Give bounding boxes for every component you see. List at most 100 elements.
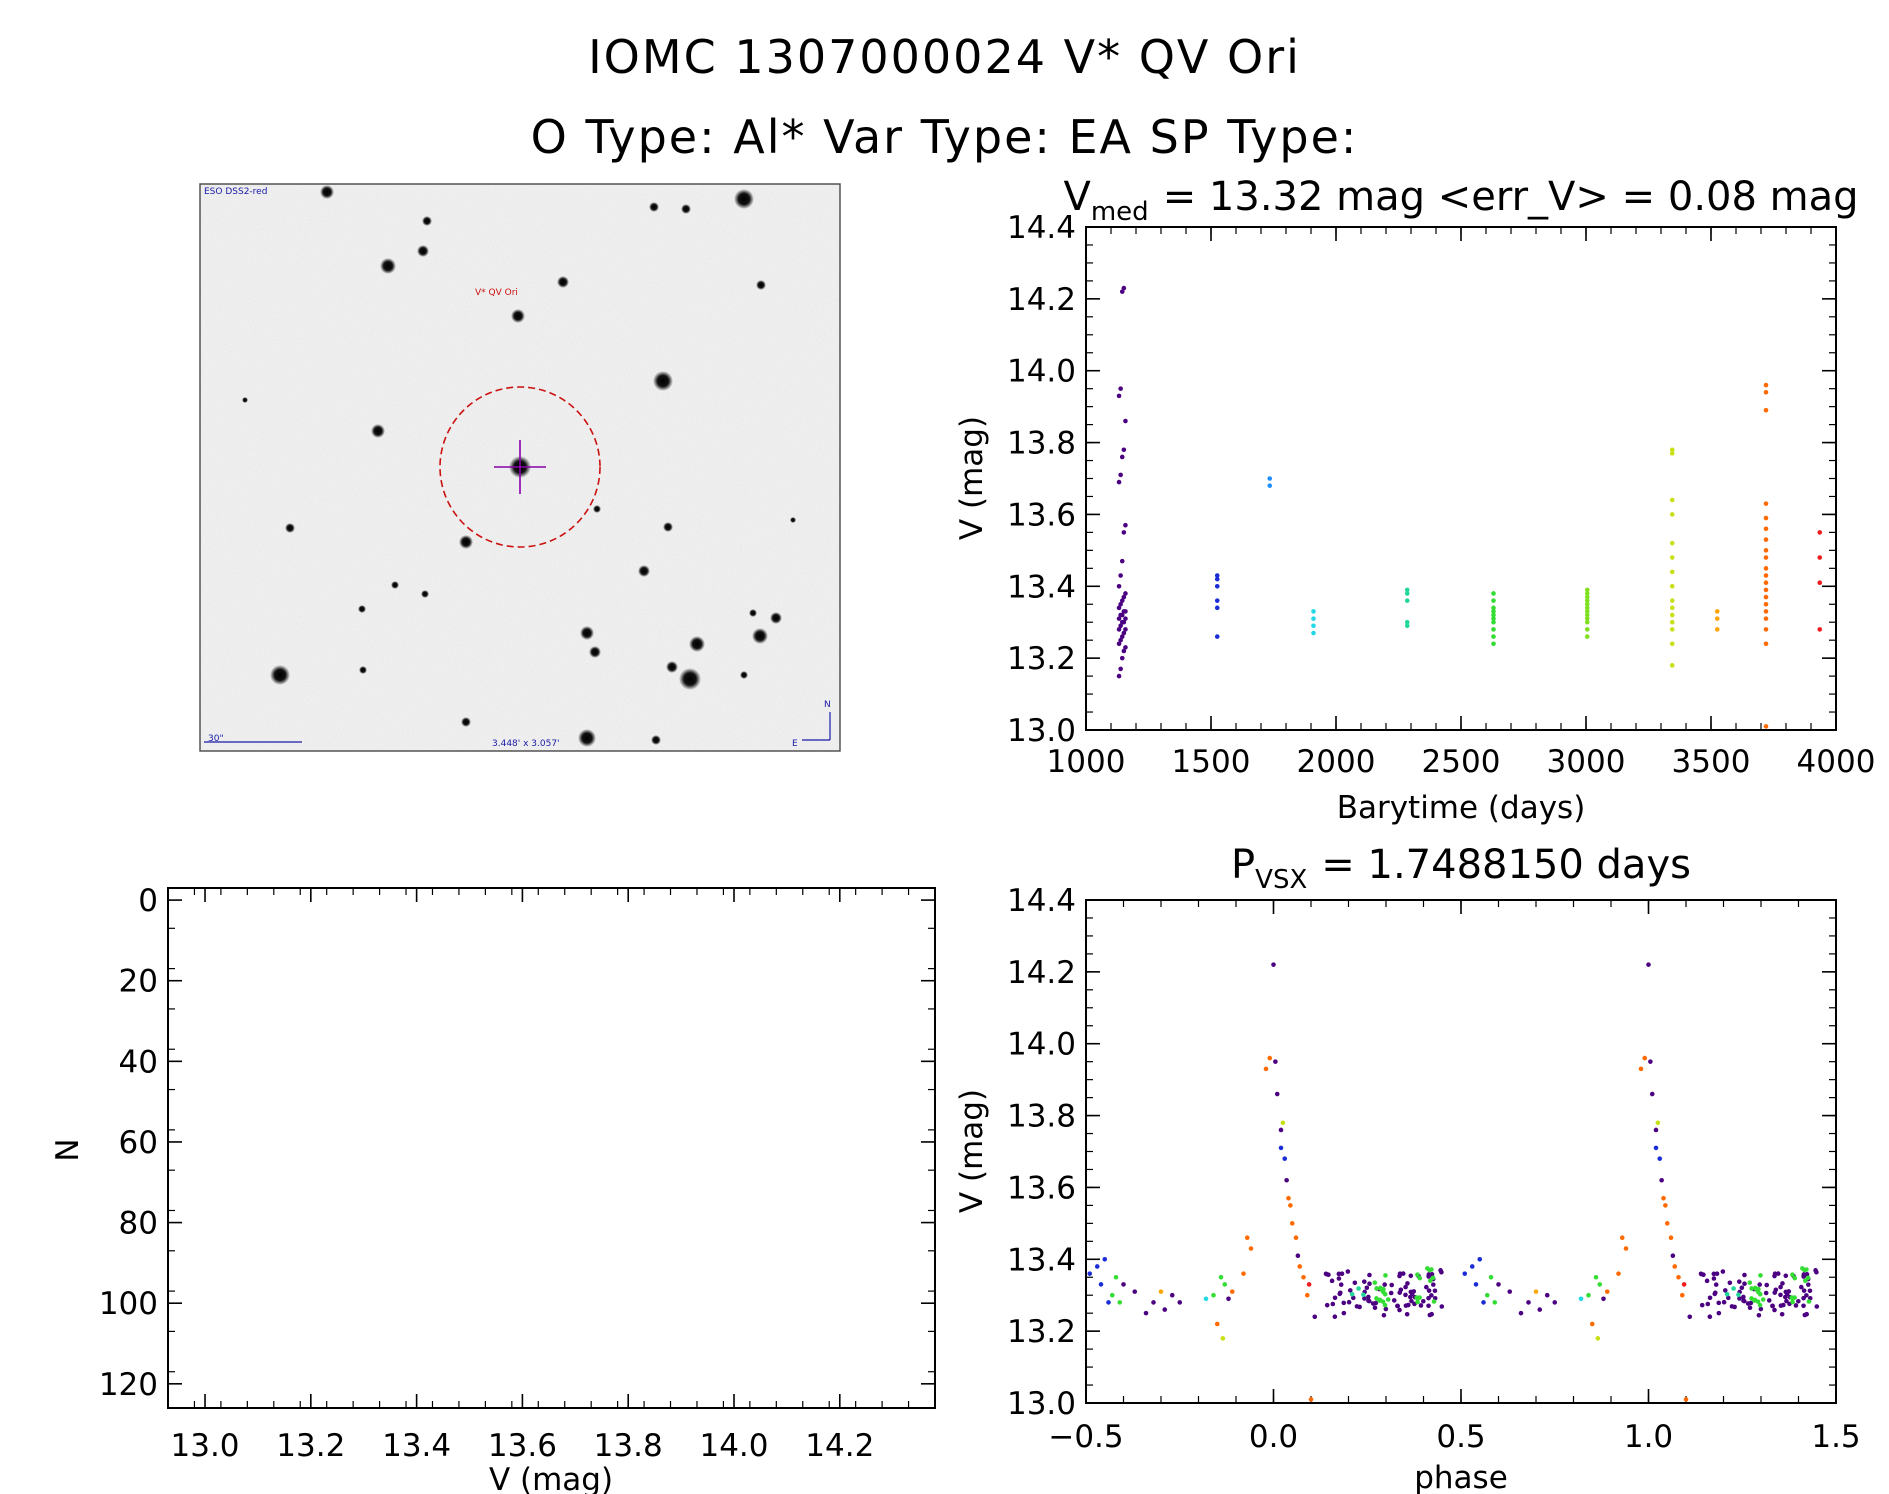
data-point: [1151, 1300, 1156, 1305]
data-point: [1267, 1055, 1273, 1061]
data-point: [1397, 1273, 1402, 1279]
data-point: [1123, 522, 1128, 528]
star: [391, 581, 399, 589]
data-point: [1098, 1282, 1104, 1287]
data-point: [1094, 1264, 1100, 1269]
data-point: [1653, 1145, 1659, 1151]
data-point: [1116, 641, 1122, 647]
data-point: [1669, 555, 1675, 560]
data-point: [1336, 1276, 1342, 1281]
data-point: [1669, 641, 1675, 647]
data-point: [1214, 634, 1220, 639]
data-point: [1817, 580, 1823, 585]
data-point: [1263, 1066, 1269, 1072]
data-point: [1267, 483, 1273, 488]
x-tick-label: 4000: [1797, 744, 1876, 780]
data-point: [1757, 1302, 1763, 1308]
y-tick-label: 13.8: [1007, 426, 1076, 462]
data-point: [1669, 540, 1675, 546]
data-point: [1121, 630, 1127, 636]
data-point: [1381, 1312, 1387, 1318]
data-point: [1404, 1311, 1410, 1317]
data-point: [1669, 598, 1675, 603]
north-label: N: [824, 700, 831, 710]
data-point: [1403, 1284, 1408, 1290]
data-point: [1526, 1300, 1531, 1305]
data-point: [1426, 1288, 1432, 1293]
data-point: [1116, 673, 1122, 679]
data-point: [1117, 1300, 1123, 1305]
data-point: [1109, 1292, 1115, 1298]
star: [371, 424, 385, 438]
y-tick-label: 13.2: [1007, 641, 1076, 677]
data-point: [1431, 1299, 1437, 1304]
fov-label: 3.448' x 3.057': [492, 739, 560, 749]
y-tick-label: 13.2: [1007, 1314, 1076, 1350]
data-point: [1326, 1272, 1331, 1278]
data-point: [1158, 1289, 1164, 1294]
data-point: [1772, 1307, 1777, 1313]
data-point: [1415, 1272, 1420, 1277]
finder-image: ESO DSS2-red V* QV Ori 30" 3.448' x 3.05…: [199, 183, 841, 752]
data-point: [1593, 1274, 1599, 1280]
data-point: [1102, 1256, 1108, 1262]
data-point: [1763, 627, 1769, 632]
data-point: [1584, 594, 1590, 600]
star: [461, 717, 471, 727]
data-point: [1356, 1286, 1361, 1291]
data-point: [1604, 1289, 1610, 1294]
data-point: [1241, 1271, 1246, 1276]
data-point: [1687, 1314, 1693, 1320]
data-point: [1491, 598, 1496, 603]
y-tick-label: 100: [99, 1286, 158, 1322]
data-point: [1417, 1275, 1423, 1281]
y-tick-label: 13.6: [1007, 497, 1076, 533]
x-tick-label: 13.2: [276, 1428, 345, 1464]
x-tick-label: 14.2: [805, 1428, 874, 1464]
data-point: [1770, 1303, 1776, 1309]
page-title: IOMC 1307000024 V* QV Ori: [588, 30, 1301, 84]
data-point: [1113, 1274, 1119, 1280]
data-point: [1757, 1282, 1763, 1287]
data-point: [1669, 451, 1675, 456]
data-point: [1439, 1304, 1445, 1309]
data-point: [1747, 1305, 1753, 1311]
data-point: [1763, 573, 1769, 578]
data-point: [1118, 623, 1123, 629]
data-point: [1491, 609, 1496, 614]
data-point: [1664, 1221, 1670, 1226]
data-point: [1214, 573, 1220, 578]
data-point: [1417, 1295, 1422, 1300]
data-point: [1669, 497, 1675, 503]
data-point: [1347, 1288, 1353, 1293]
data-point: [1382, 1282, 1388, 1287]
data-point: [1778, 1303, 1784, 1308]
data-point: [1404, 623, 1410, 629]
data-point: [1430, 1275, 1436, 1281]
data-point: [1408, 1294, 1413, 1300]
data-point: [1779, 1311, 1785, 1317]
data-point: [1679, 1292, 1685, 1298]
data-point: [1383, 1306, 1389, 1312]
x-tick-label: 0.5: [1436, 1419, 1485, 1455]
data-point: [1214, 605, 1220, 611]
y-tick-label: 13.8: [1007, 1099, 1076, 1135]
x-tick-label: 2000: [1297, 744, 1376, 780]
data-point: [1119, 289, 1125, 294]
data-point: [1669, 583, 1675, 589]
data-point: [1802, 1278, 1808, 1284]
x-tick-label: 13.6: [488, 1428, 557, 1464]
data-point: [1669, 569, 1675, 575]
data-point: [1707, 1295, 1713, 1301]
data-point: [1438, 1268, 1443, 1273]
histogram-chart: 13.0 13.2 13.4 13.6 13.8 14.0 14.2 0 20 40 60 80 100…: [50, 883, 936, 1494]
data-point: [1758, 1306, 1764, 1312]
data-point: [1289, 1221, 1295, 1226]
data-point: [1330, 1301, 1336, 1307]
data-point: [1716, 1300, 1722, 1306]
data-point: [1214, 583, 1220, 589]
x-tick-label: 1.5: [1811, 1419, 1860, 1455]
x-tick-label: 2500: [1422, 744, 1501, 780]
data-point: [1338, 1282, 1344, 1287]
data-point: [1756, 1312, 1762, 1318]
